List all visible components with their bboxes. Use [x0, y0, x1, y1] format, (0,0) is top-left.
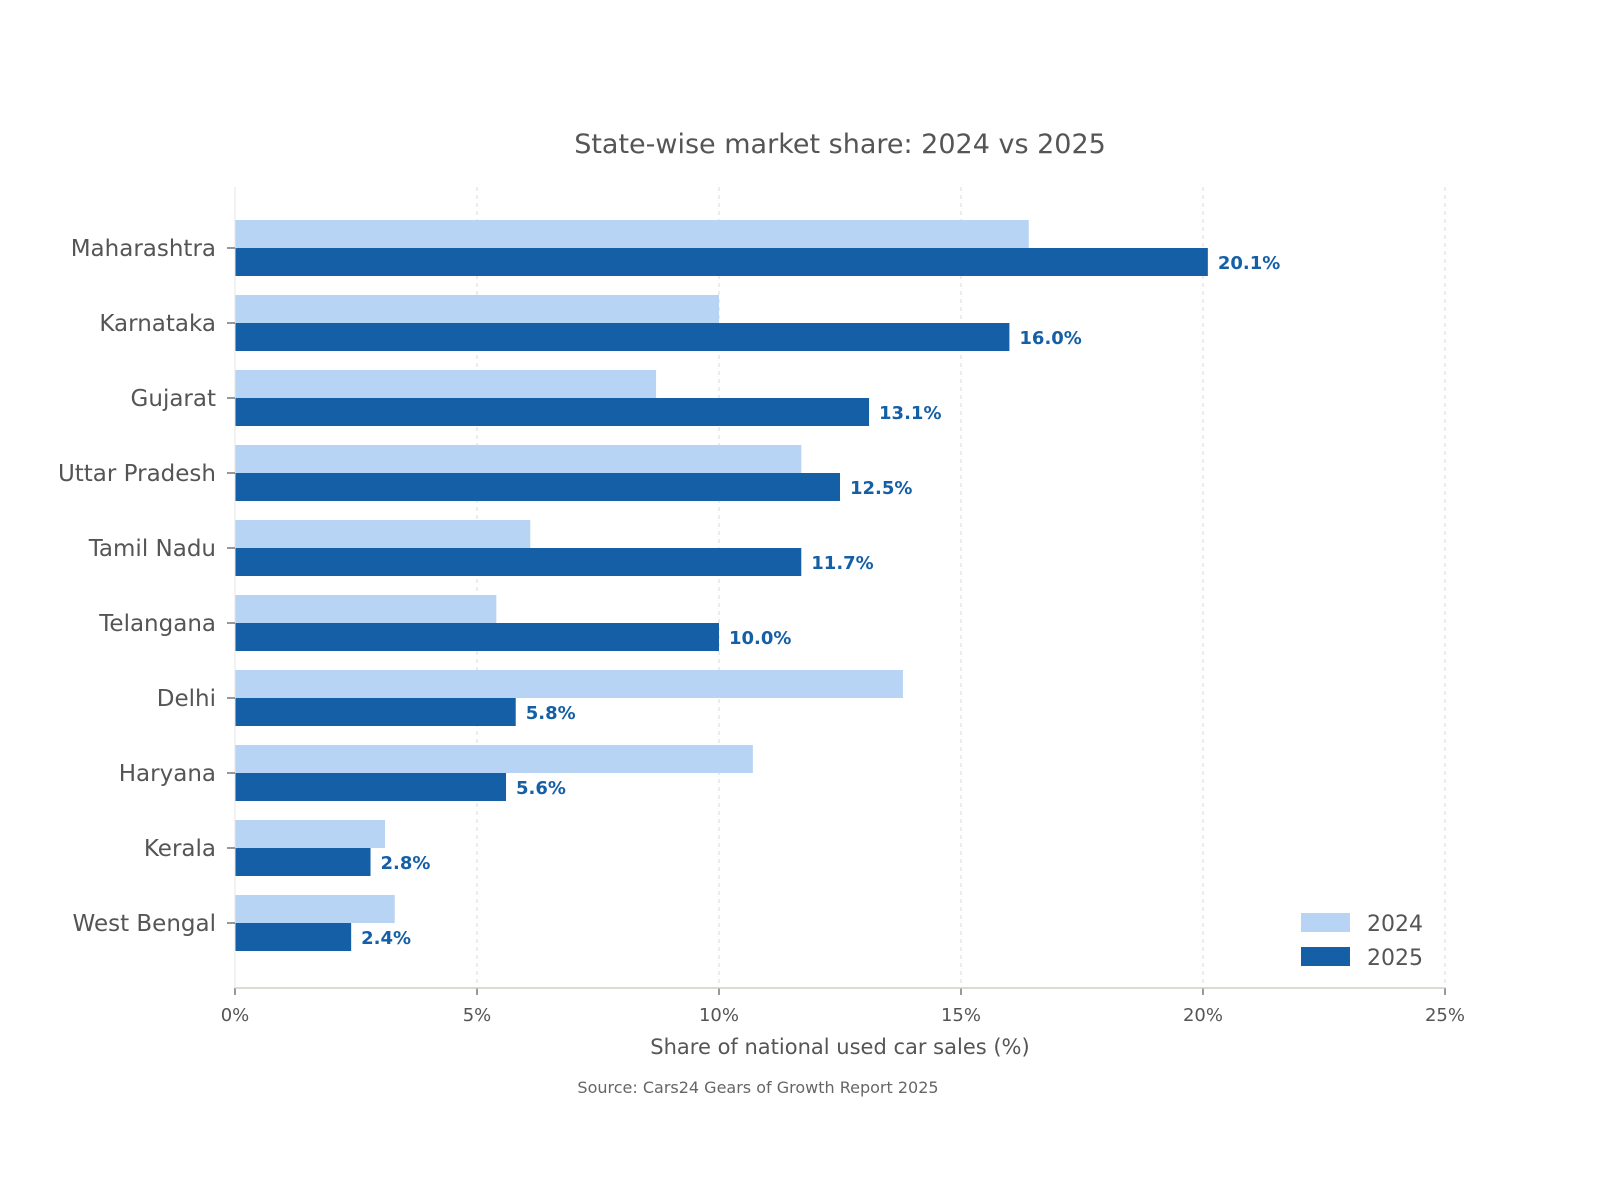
- data-label: 2.8%: [381, 853, 431, 874]
- y-tick-label: Telangana: [98, 611, 216, 637]
- bar-2025: [235, 323, 1010, 351]
- x-tick-label: 20%: [1183, 1005, 1223, 1026]
- legend-swatch: [1301, 947, 1350, 966]
- y-tick-label: Maharashtra: [71, 236, 216, 262]
- x-axis-label: Share of national used car sales (%): [650, 1035, 1029, 1059]
- bar-2025: [235, 248, 1208, 276]
- bar-2025: [235, 923, 352, 951]
- data-label: 11.7%: [811, 553, 873, 574]
- data-label: 10.0%: [729, 628, 791, 649]
- x-tick-label: 0%: [221, 1005, 250, 1026]
- bar-2024: [235, 445, 802, 473]
- bar-2024: [235, 670, 903, 698]
- x-tick-label: 15%: [941, 1005, 981, 1026]
- y-tick-label: Tamil Nadu: [88, 536, 216, 562]
- bar-2024: [235, 745, 753, 773]
- bar-2025: [235, 773, 507, 801]
- y-tick-label: Kerala: [144, 836, 216, 862]
- data-label: 16.0%: [1019, 328, 1081, 349]
- y-tick-label: Uttar Pradesh: [58, 461, 216, 487]
- bar-2025: [235, 623, 719, 651]
- data-label: 5.6%: [516, 778, 566, 799]
- bar-2024: [235, 220, 1029, 248]
- data-label: 2.4%: [361, 928, 411, 949]
- x-tick-label: 10%: [699, 1005, 739, 1026]
- bar-2024: [235, 895, 395, 923]
- y-tick-label: West Bengal: [73, 911, 216, 937]
- source-note: Source: Cars24 Gears of Growth Report 20…: [577, 1078, 938, 1097]
- y-tick-label: Haryana: [119, 761, 216, 787]
- bar-2025: [235, 398, 870, 426]
- bar-2024: [235, 370, 657, 398]
- data-label: 12.5%: [850, 478, 912, 499]
- legend-swatch: [1301, 913, 1350, 932]
- bar-2025: [235, 698, 516, 726]
- bar-2024: [235, 595, 497, 623]
- bar-2024: [235, 295, 719, 323]
- legend: 2024 2025: [1301, 912, 1423, 971]
- y-tick-label: Delhi: [157, 686, 216, 712]
- legend-label: 2024: [1367, 912, 1423, 937]
- bar-2024: [235, 820, 386, 848]
- data-label: 13.1%: [879, 403, 941, 424]
- x-tick-label: 5%: [463, 1005, 492, 1026]
- bar-2025: [235, 473, 840, 501]
- data-label: 20.1%: [1218, 253, 1280, 274]
- bar-2025: [235, 848, 371, 876]
- data-label: 5.8%: [526, 703, 576, 724]
- y-tick-label: Karnataka: [99, 311, 216, 337]
- x-tick-label: 25%: [1425, 1005, 1465, 1026]
- legend-label: 2025: [1367, 946, 1423, 971]
- bar-2024: [235, 520, 531, 548]
- y-tick-label: Gujarat: [131, 386, 216, 412]
- chart-title: State-wise market share: 2024 vs 2025: [574, 129, 1106, 160]
- bar-2025: [235, 548, 802, 576]
